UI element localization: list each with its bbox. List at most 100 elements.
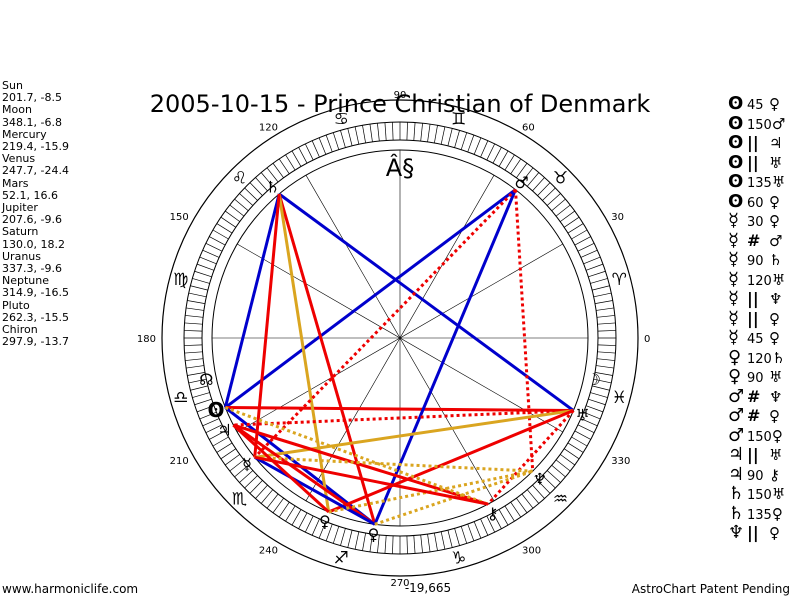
degree-tick	[185, 315, 204, 318]
degree-tick	[190, 285, 208, 291]
body-glyph-uranus: ♅	[575, 405, 589, 424]
aspect-planet-a-glyph: ʘ	[728, 171, 744, 192]
zodiac-sign-glyph: ♏	[232, 490, 247, 510]
zodiac-sign-glyph: ♌	[232, 168, 247, 188]
degree-tick	[413, 535, 416, 554]
degree-tick	[593, 292, 612, 298]
aspect-planet-b-glyph: ♂	[771, 114, 786, 133]
zodiac-sign-glyph: ♈	[612, 270, 627, 290]
degree-tick	[194, 270, 212, 278]
planet-name-mars: Mars	[2, 176, 29, 190]
degree-tick	[199, 256, 217, 265]
degree-tick	[447, 530, 453, 548]
aspect-line-mercury-pluto	[253, 456, 376, 526]
degree-tick	[594, 300, 613, 304]
aspect-type-label: 135	[747, 176, 772, 191]
aspect-row: ʘ 45 ♀	[728, 94, 785, 114]
degree-tick	[225, 454, 241, 466]
planet-name-jupiter: Jupiter	[2, 201, 38, 215]
planet-position-list: Sun 201.7, -8.5 Moon 348.1, -6.8 Mercury…	[2, 79, 69, 348]
degree-tick	[332, 526, 340, 544]
degree-tick	[298, 512, 308, 529]
planet-value-jupiter: 207.6, -9.6	[2, 213, 62, 227]
degree-tick	[594, 372, 613, 376]
degree-tick	[377, 534, 380, 553]
planet-value-saturn: 130.0, 18.2	[2, 237, 65, 251]
degree-tick	[199, 411, 217, 420]
degree-label: 30	[611, 212, 624, 223]
aspect-row: ☿ 30 ♀	[728, 211, 785, 231]
degree-tick	[184, 351, 203, 354]
planet-name-venus: Venus	[2, 152, 36, 166]
aspect-type-label: #	[747, 230, 761, 250]
degree-tick	[596, 365, 614, 369]
degree-tick	[291, 509, 302, 526]
zodiac-sign-glyph: ♎	[173, 388, 188, 408]
footer-website-link[interactable]: www.harmoniclife.com	[2, 582, 139, 596]
degree-tick	[244, 475, 258, 489]
aspect-type-label: ||	[747, 308, 759, 328]
degree-tick	[354, 531, 360, 550]
body-glyph-jupiter: ♃	[217, 421, 231, 440]
degree-tick	[266, 167, 279, 183]
degree-tick	[498, 150, 509, 167]
zodiac-sign-glyph: ♓	[612, 388, 627, 408]
degree-tick	[311, 140, 320, 158]
aspect-type-label: 45	[747, 98, 764, 113]
degree-tick	[234, 198, 249, 211]
planet-value-neptune: 314.9, -16.5	[2, 286, 69, 300]
degree-tick	[440, 531, 446, 550]
degree-tick	[216, 442, 233, 453]
degree-tick	[521, 493, 534, 509]
body-glyph-mercury: ☿	[242, 455, 252, 474]
degree-tick	[567, 442, 584, 453]
degree-tick	[255, 177, 268, 192]
degree-tick	[340, 130, 346, 148]
aspect-row: ʘ 150♂	[728, 113, 786, 134]
aspect-line-mars-neptune	[513, 189, 535, 472]
degree-label: 180	[137, 334, 156, 345]
degree-tick	[546, 470, 561, 483]
degree-tick	[510, 501, 522, 518]
degree-tick	[369, 534, 373, 552]
aspect-planet-a-glyph: ♄	[728, 502, 745, 524]
degree-tick	[527, 172, 540, 187]
degree-tick	[239, 470, 254, 483]
aspect-line-sun-mars	[224, 188, 517, 409]
degree-tick	[504, 154, 515, 171]
degree-tick	[291, 150, 302, 167]
degree-tick	[278, 158, 290, 175]
aspect-line-saturn-uranus	[278, 192, 575, 412]
degree-tick	[420, 123, 423, 142]
aspect-type-label: ||	[747, 152, 759, 172]
aspect-planet-b-glyph: ♅	[771, 485, 786, 503]
aspect-planet-b-glyph: ♄	[771, 348, 786, 367]
aspect-planet-a-glyph: ♄	[728, 483, 745, 504]
degree-tick	[427, 124, 431, 142]
degree-tick	[563, 216, 580, 228]
degree-tick	[434, 532, 438, 551]
aspect-line-saturn-venus	[277, 193, 331, 513]
degree-tick	[473, 521, 482, 539]
degree-tick	[510, 158, 522, 175]
body-glyph-mars: ♂	[514, 173, 528, 192]
planet-value-pluto: 262.3, -15.5	[2, 310, 69, 324]
degree-tick	[413, 122, 416, 141]
aspect-row: ʘ 60 ♀	[728, 191, 785, 212]
degree-tick	[332, 132, 340, 150]
degree-tick	[577, 242, 595, 252]
degree-tick	[260, 489, 273, 504]
aspect-row: ʘ || ♃	[728, 133, 785, 153]
degree-tick	[583, 411, 601, 420]
degree-tick	[184, 344, 203, 346]
degree-tick	[298, 147, 308, 164]
aspect-row: ♂ # ♀	[728, 406, 785, 426]
degree-tick	[597, 351, 616, 354]
degree-tick	[229, 459, 245, 472]
aspect-row: ☿ # ♂	[728, 230, 785, 251]
degree-tick	[542, 187, 556, 201]
degree-tick	[580, 249, 598, 258]
aspect-type-label: 90	[747, 371, 764, 386]
aspect-row: ♀ 90 ♅	[728, 367, 785, 387]
aspect-type-label: 90	[747, 468, 764, 484]
